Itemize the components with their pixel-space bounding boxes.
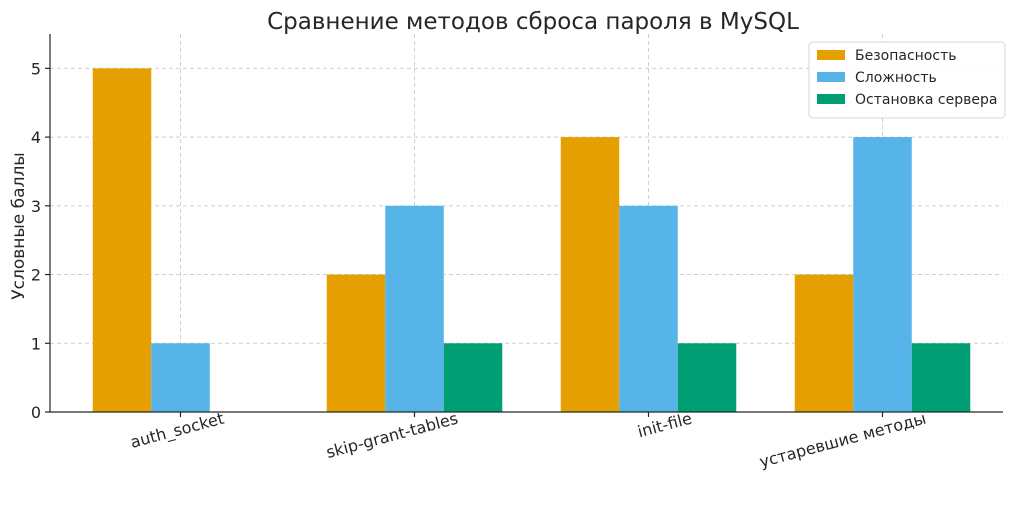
legend-label: Остановка сервера — [855, 92, 997, 108]
x-tick-label: устаревшие методы — [757, 409, 928, 472]
legend: Безопасность Сложность Остановка сервера — [808, 41, 1006, 119]
x-tick-label: init-file — [635, 409, 693, 442]
y-ticks: 0 1 2 3 4 5 — [31, 59, 50, 422]
bar — [326, 274, 386, 412]
x-ticks: auth_socket skip-grant-tables init-file уст… — [128, 409, 928, 472]
legend-swatch — [817, 94, 845, 104]
y-tick-label: 0 — [31, 403, 41, 422]
bar — [853, 137, 912, 412]
bar — [92, 68, 152, 412]
legend-box — [808, 41, 1006, 119]
bar — [677, 343, 737, 412]
bar — [151, 343, 210, 412]
y-tick-label: 3 — [31, 197, 41, 216]
legend-label: Безопасность — [855, 48, 956, 64]
bar — [560, 137, 620, 412]
bars — [92, 68, 971, 412]
y-tick-label: 2 — [31, 266, 41, 285]
y-tick-label: 4 — [31, 128, 41, 147]
legend-swatch — [817, 72, 845, 82]
bar — [443, 343, 503, 412]
chart-title: Сравнение методов сброса пароля в MySQL — [267, 9, 799, 35]
y-tick-label: 5 — [31, 59, 41, 78]
axes — [49, 34, 1003, 413]
y-tick-label: 1 — [31, 334, 41, 353]
bar — [794, 274, 854, 412]
legend-swatch — [817, 50, 845, 60]
x-tick-label: auth_socket — [128, 409, 226, 453]
y-axis-label: Условные баллы — [9, 152, 29, 299]
bar — [619, 205, 678, 412]
bar — [911, 343, 971, 412]
bar — [385, 205, 444, 412]
legend-label: Сложность — [855, 70, 937, 86]
x-tick-label: skip-grant-tables — [324, 409, 460, 462]
